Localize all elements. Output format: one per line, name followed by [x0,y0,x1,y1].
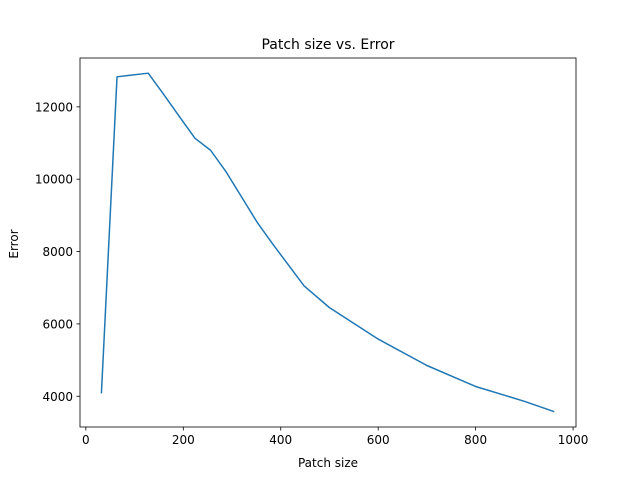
y-tick-label: 4000 [42,390,73,404]
y-axis-ticks: 4000 6000 8000 10000 12000 [35,100,80,404]
plot-area [79,57,577,428]
x-tick-label: 600 [367,433,390,447]
y-tick-label: 8000 [42,245,73,259]
x-axis-label: Patch size [298,456,358,470]
y-axis-label: Error [7,229,21,258]
series-line-0 [100,72,555,413]
axes-frame [79,57,577,428]
x-axis-ticks: 0 200 400 600 800 1000 [82,427,588,447]
x-tick-label: 1000 [558,433,589,447]
chart-title: Patch size vs. Error [261,37,394,53]
x-tick-label: 400 [269,433,292,447]
x-tick-label: 800 [464,433,487,447]
x-tick-label: 0 [82,433,90,447]
y-tick-label: 12000 [35,100,73,114]
y-tick-label: 10000 [35,173,73,187]
x-tick-label: 200 [172,433,195,447]
y-tick-label: 6000 [42,317,73,331]
